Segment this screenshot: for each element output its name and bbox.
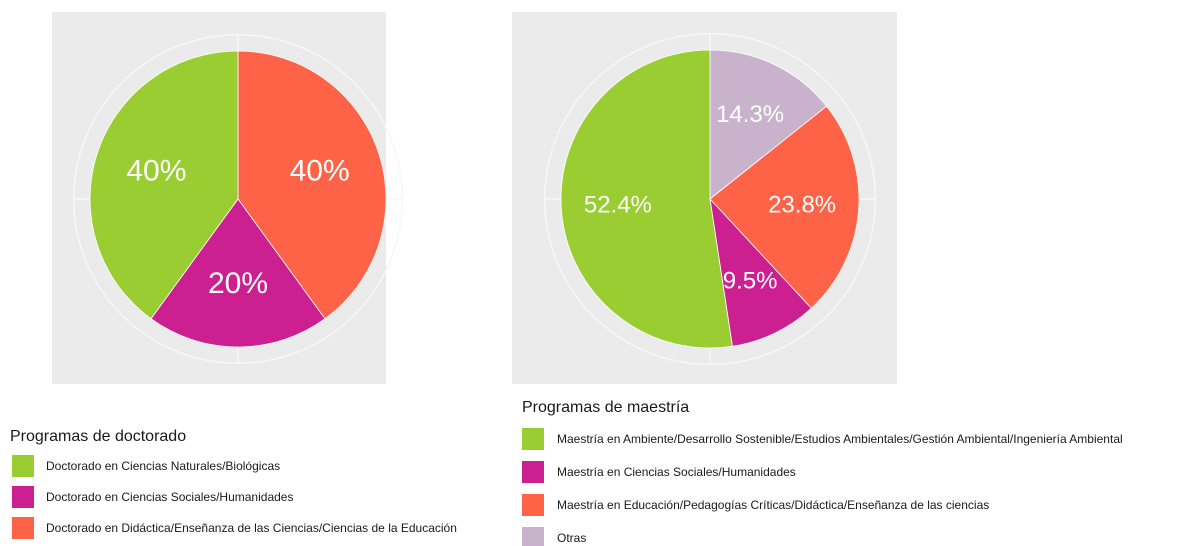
pie-slice [237, 50, 387, 320]
slice-label: 40% [126, 154, 186, 187]
legend-label: Otras [557, 531, 586, 545]
slice-label: 23.8% [768, 191, 836, 218]
legend-key [12, 455, 34, 477]
legend-label: Maestría en Educación/Pedagogías Crítica… [557, 498, 989, 512]
legend-label: Maestría en Ambiente/Desarrollo Sostenib… [557, 432, 1123, 446]
pie-slice [560, 49, 733, 349]
slice-label: 9.5% [723, 268, 778, 295]
slice-label: 14.3% [716, 101, 784, 128]
legend-label: Doctorado en Didáctica/Enseñanza de las … [46, 521, 457, 535]
pie-slice [709, 105, 860, 309]
pie-slice [709, 197, 812, 347]
pie-slice [150, 198, 326, 348]
legend-title: Programas de doctorado [10, 428, 186, 445]
legend-label: Maestría en Ciencias Sociales/Humanidade… [557, 465, 796, 479]
legend-key [522, 461, 544, 483]
pie-slice [709, 49, 828, 200]
legend-label: Doctorado en Ciencias Naturales/Biológic… [46, 459, 280, 473]
legend-key [12, 517, 34, 539]
legend-key [522, 527, 544, 546]
slice-label: 52.4% [584, 191, 652, 218]
pie-slice [89, 50, 239, 320]
legend-key [12, 486, 34, 508]
slice-label: 40% [290, 154, 350, 187]
legend-key [522, 494, 544, 516]
legend-key [522, 428, 544, 450]
slice-label: 20% [208, 267, 268, 300]
legend-label: Doctorado en Ciencias Sociales/Humanidad… [46, 490, 293, 504]
legend-title: Programas de maestría [522, 399, 689, 416]
